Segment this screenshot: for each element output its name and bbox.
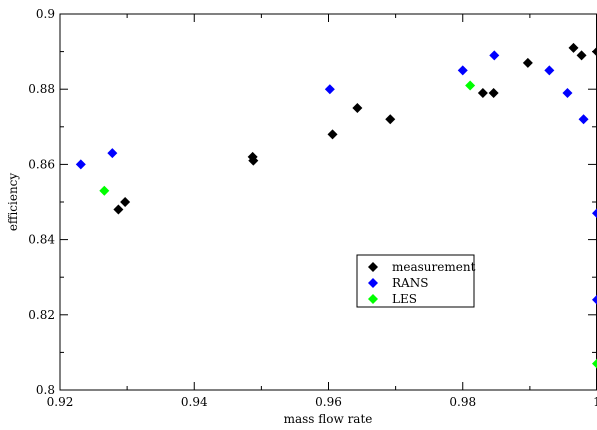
- legend-label-rans: RANS: [392, 276, 428, 290]
- data-point-rans: [107, 148, 118, 159]
- x-tick-label: 0.94: [181, 395, 208, 409]
- data-points: [75, 42, 597, 369]
- data-point-measurement: [248, 155, 259, 166]
- data-point-measurement: [576, 50, 587, 61]
- data-point-rans: [324, 84, 335, 95]
- x-axis-label: mass flow rate: [284, 412, 373, 426]
- data-point-rans: [578, 114, 589, 125]
- x-tick-label: 1: [593, 395, 597, 409]
- y-tick-label: 0.88: [28, 82, 55, 96]
- y-tick-label: 0.86: [28, 157, 55, 171]
- data-point-measurement: [385, 114, 396, 125]
- y-tick-label: 0.8: [36, 383, 55, 397]
- x-tick-label: 0.92: [47, 395, 74, 409]
- x-tick-label: 0.96: [315, 395, 342, 409]
- data-point-measurement: [120, 197, 131, 207]
- y-axis-label: efficiency: [6, 173, 20, 232]
- y-tick-label: 0.9: [36, 7, 55, 21]
- data-point-measurement: [327, 129, 338, 140]
- data-point-rans: [544, 65, 555, 76]
- data-point-rans: [562, 87, 573, 98]
- data-point-les: [465, 80, 476, 91]
- axis-ticks: 0.92 0.94 0.96 0.98 1 0.8 0.82 0.84 0.86 0.88 0.9: [28, 7, 597, 409]
- data-point-measurement: [568, 42, 579, 53]
- data-point-measurement: [592, 46, 597, 57]
- legend-marker-les: [368, 294, 378, 304]
- legend-label-measurement: measurement: [392, 260, 476, 274]
- data-point-measurement: [477, 87, 488, 98]
- y-tick-label: 0.84: [28, 233, 55, 247]
- data-point-les: [99, 185, 110, 196]
- legend-marker-rans: [368, 278, 378, 288]
- x-tick-label: 0.98: [449, 395, 476, 409]
- plot-frame-border: [59, 13, 597, 391]
- data-point-measurement: [522, 57, 533, 68]
- data-point-rans: [592, 294, 597, 305]
- data-point-measurement: [488, 87, 499, 98]
- data-point-les: [592, 358, 597, 369]
- plot-frame: [59, 13, 597, 391]
- data-point-measurement: [113, 204, 124, 215]
- y-tick-label: 0.82: [28, 308, 55, 322]
- legend-marker-measurement: [368, 262, 378, 272]
- legend-markers: [368, 262, 378, 304]
- data-point-rans: [457, 65, 468, 76]
- data-point-rans: [489, 50, 500, 61]
- legend: measurement RANS LES: [356, 254, 476, 308]
- data-point-measurement: [352, 103, 363, 113]
- legend-label-les: LES: [392, 292, 417, 306]
- data-point-rans: [592, 208, 597, 219]
- data-point-rans: [75, 159, 86, 170]
